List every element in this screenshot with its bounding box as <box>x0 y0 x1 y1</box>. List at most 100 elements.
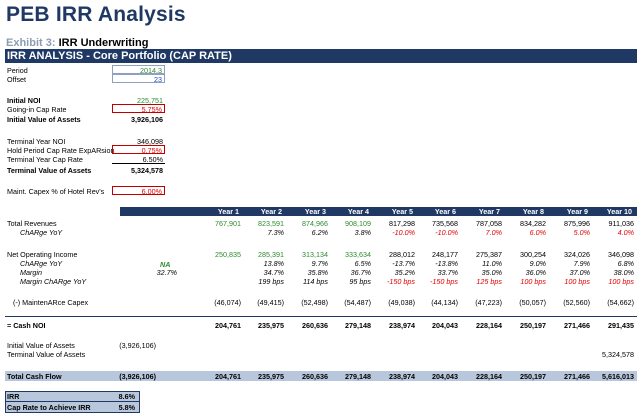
going-in-cap-label: Going-in Cap Rate <box>7 105 67 114</box>
rev-change-cell: 7.0% <box>485 228 502 237</box>
total-revenues-cell: 787,058 <box>476 219 502 228</box>
total-revenues-cell: 875,996 <box>564 219 590 228</box>
noi-cell: 288,012 <box>389 250 415 259</box>
cap-rate-irr-value: 5.8% <box>118 403 135 412</box>
year-header-6: Year 6 <box>434 207 456 216</box>
initial-value-label: Initial Value of Assets <box>7 115 81 124</box>
total-revenues-cell: 908,109 <box>345 219 371 228</box>
year-header-1: Year 1 <box>217 207 239 216</box>
noi-cell: 285,391 <box>258 250 284 259</box>
margin-cell: 35.2% <box>394 268 415 277</box>
terminal-noi-value: 346,098 <box>137 137 163 146</box>
initial-value-value: 3,926,106 <box>131 115 163 124</box>
total-revenues-cell: 735,568 <box>432 219 458 228</box>
total-cf-cell: 204,043 <box>432 372 458 381</box>
capex-cell: (54,662) <box>607 298 634 307</box>
year-header-7: Year 7 <box>478 207 500 216</box>
exhibit-name: IRR Underwriting <box>58 37 149 49</box>
noi-change-cell: 11.0% <box>482 259 502 268</box>
exhibit-heading: Exhibit 3: IRR Underwriting <box>6 37 148 49</box>
margin-change-label: Margin ChARge YoY <box>20 277 87 286</box>
rev-change-cell: -10.0% <box>392 228 415 237</box>
total-cf-first-value: (3,926,106) <box>119 372 156 381</box>
total-revenues-label: Total Revenues <box>7 219 57 228</box>
margin-change-cell: -150 bps <box>387 277 415 286</box>
capex-cell: (49,038) <box>388 298 415 307</box>
noi-change-cell: 6.5% <box>354 259 371 268</box>
rev-change-label: ChARge YoY <box>20 228 63 237</box>
rev-change-cell: 3.8% <box>354 228 371 237</box>
total-cf-cell: 279,148 <box>345 372 371 381</box>
total-revenues-cell: 817,298 <box>389 219 415 228</box>
divider-cash-noi <box>5 316 637 317</box>
noi-change-cell: 7.9% <box>573 259 590 268</box>
margin-cell: 36.7% <box>350 268 371 277</box>
capex-cell: (44,134) <box>431 298 458 307</box>
capex-cell: (50,057) <box>519 298 546 307</box>
margin-cell: 35.0% <box>481 268 502 277</box>
initial-val-row-label: Initial Value of Assets <box>7 341 75 350</box>
year-header-10: Year 10 <box>606 207 632 216</box>
rev-change-cell: 6.2% <box>311 228 328 237</box>
total-revenues-cell: 767,901 <box>215 219 241 228</box>
total-cf-cell: 204,761 <box>215 372 241 381</box>
noi-change-cell: 9.0% <box>529 259 546 268</box>
page-title: PEB IRR Analysis <box>6 3 186 26</box>
margin-change-cell: 95 bps <box>349 277 371 286</box>
initial-val-row-value: (3,926,106) <box>119 341 156 350</box>
margin-change-cell: -150 bps <box>430 277 458 286</box>
noi-cell: 324,026 <box>564 250 590 259</box>
margin-cell: 38.0% <box>613 268 634 277</box>
noi-cell: 346,098 <box>608 250 634 259</box>
cash-noi-cell: 250,197 <box>520 321 546 330</box>
hold-exp-input[interactable]: 0.75% <box>112 145 165 155</box>
margin-change-cell: 100 bps <box>564 277 590 286</box>
terminal-value-value: 5,324,578 <box>131 166 163 175</box>
cash-noi-cell: 204,043 <box>432 321 458 330</box>
rev-change-cell: 5.0% <box>573 228 590 237</box>
terminal-cap-label: Terminal Year Cap Rate <box>7 155 83 164</box>
terminal-value-label: Terminal Value of Assets <box>7 166 92 175</box>
irr-summary-divider <box>5 401 140 402</box>
cash-noi-cell: 271,466 <box>564 321 590 330</box>
cap-rate-irr-label: Cap Rate to Achieve IRR <box>7 403 91 412</box>
initial-noi-value: 225,751 <box>137 96 163 105</box>
margin-cell: 33.7% <box>437 268 458 277</box>
cash-noi-cell: 204,761 <box>215 321 241 330</box>
total-revenues-cell: 823,591 <box>258 219 284 228</box>
capex-input[interactable]: 6.00% <box>112 186 165 196</box>
noi-change-cell: -13.8% <box>435 259 458 268</box>
terminal-cap-value: 6.50% <box>112 155 165 164</box>
capex-cell: (49,415) <box>257 298 284 307</box>
going-in-cap-input[interactable]: 5.75% <box>112 104 165 114</box>
rev-change-cell: 6.0% <box>529 228 546 237</box>
capex-cell: (52,498) <box>301 298 328 307</box>
total-cf-cell: 250,197 <box>520 372 546 381</box>
year-header-4: Year 4 <box>347 207 369 216</box>
period-input[interactable]: 2014.3 <box>112 65 165 75</box>
year-header-5: Year 5 <box>391 207 413 216</box>
section-header: IRR ANALYSIS - Core Portfolio (CAP RATE) <box>5 49 637 63</box>
year-header-2: Year 2 <box>260 207 282 216</box>
rev-change-cell: 7.3% <box>267 228 284 237</box>
irr-value: 8.6% <box>118 392 135 401</box>
capex-row-label: (-) MaintenARce Capex <box>13 298 89 307</box>
noi-change-na: NA <box>160 260 171 269</box>
margin-cell: 37.0% <box>569 268 590 277</box>
hold-exp-label: Hold Period Cap Rate ExpARsion <box>7 146 115 155</box>
total-revenues-cell: 874,966 <box>302 219 328 228</box>
total-cf-cell: 260,636 <box>302 372 328 381</box>
noi-cell: 250,835 <box>215 250 241 259</box>
offset-input[interactable]: 23 <box>112 74 165 84</box>
capex-label: Maint. Capex % of Hotel Rev's <box>7 187 105 196</box>
cash-noi-cell: 291,435 <box>608 321 634 330</box>
terminal-val-row-value: 5,324,578 <box>602 350 634 359</box>
total-revenues-cell: 911,036 <box>608 219 634 228</box>
noi-cell: 275,387 <box>476 250 502 259</box>
exhibit-prefix: Exhibit 3: <box>6 37 56 49</box>
irr-label: IRR <box>7 392 20 401</box>
offset-label: Offset <box>7 75 27 84</box>
total-cf-cell: 5,616,013 <box>602 372 634 381</box>
margin-change-cell: 100 bps <box>608 277 634 286</box>
